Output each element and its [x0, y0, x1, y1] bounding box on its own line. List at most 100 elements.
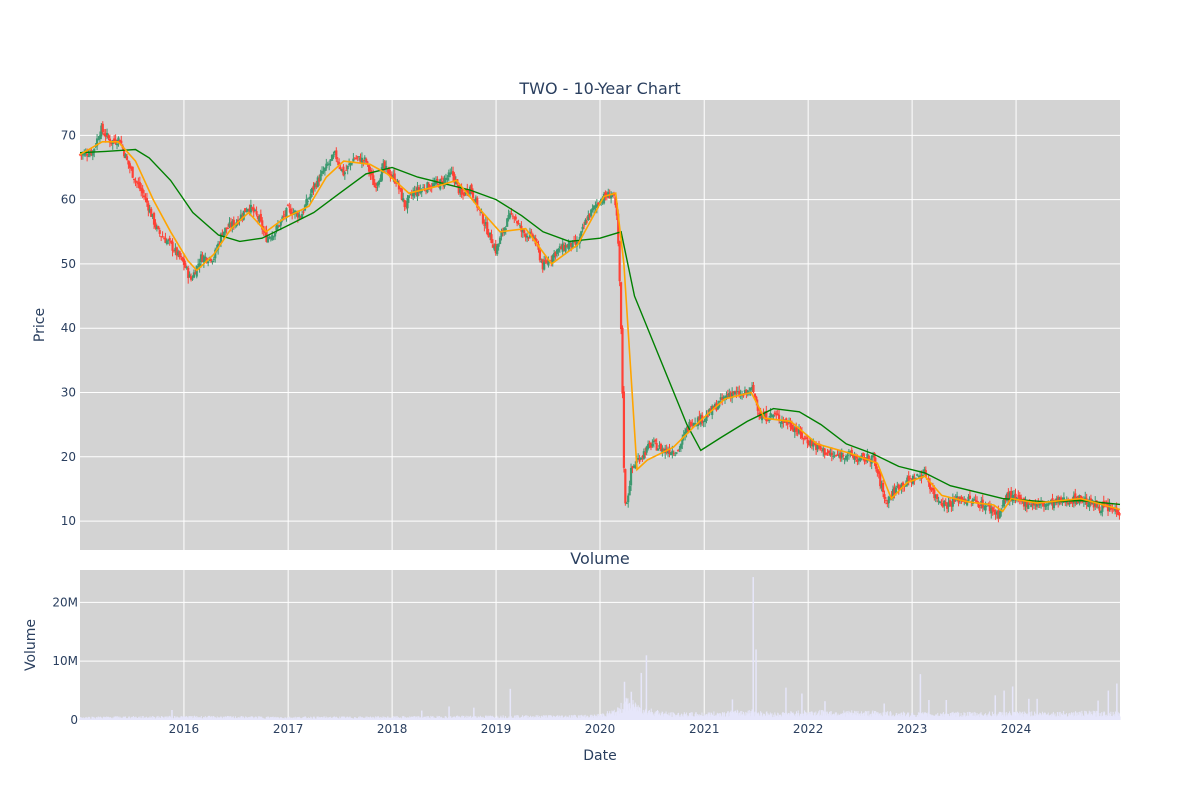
- volume-bar: [1045, 714, 1047, 720]
- volume-bar: [335, 716, 337, 720]
- candle-body: [525, 235, 529, 238]
- volume-bar: [465, 716, 467, 720]
- candle-body: [975, 500, 979, 503]
- volume-bar: [467, 715, 469, 720]
- candle-body: [330, 154, 334, 161]
- volume-bar: [678, 712, 680, 720]
- volume-bar: [463, 715, 465, 720]
- volume-bar: [639, 711, 641, 720]
- volume-bar: [510, 716, 512, 720]
- volume-bar: [217, 717, 219, 720]
- volume-bar: [912, 712, 914, 720]
- volume-bar: [492, 716, 494, 720]
- volume-bar: [1084, 710, 1086, 720]
- volume-bar: [1044, 713, 1046, 720]
- volume-bar: [954, 712, 956, 720]
- volume-bar: [528, 718, 530, 720]
- candle-body: [797, 428, 801, 434]
- volume-bar: [344, 718, 346, 720]
- volume-bar: [269, 717, 271, 720]
- volume-bar: [892, 714, 894, 720]
- candle-body: [454, 180, 458, 185]
- volume-bar: [603, 714, 605, 720]
- volume-bar: [635, 711, 637, 720]
- volume-bar: [577, 715, 579, 720]
- candle-body: [605, 195, 608, 198]
- candle-body: [276, 225, 280, 228]
- volume-bar: [1037, 715, 1039, 720]
- volume-bar: [693, 716, 695, 720]
- volume-bar: [545, 715, 547, 720]
- volume-bar: [326, 717, 328, 720]
- volume-bar: [842, 713, 844, 720]
- volume-bar: [839, 713, 841, 720]
- volume-bar: [1031, 711, 1033, 720]
- candle-body: [484, 222, 487, 225]
- volume-bar: [930, 714, 932, 720]
- volume-bar: [767, 713, 769, 720]
- volume-bar: [80, 717, 82, 720]
- candle-body: [1028, 503, 1031, 505]
- volume-bar: [413, 716, 415, 720]
- volume-bar: [627, 710, 629, 720]
- candle-body: [1062, 497, 1065, 502]
- volume-bar: [1092, 714, 1094, 720]
- volume-bar: [661, 713, 663, 720]
- volume-bar: [564, 716, 566, 720]
- volume-bar: [644, 710, 646, 720]
- volume-bar: [949, 713, 951, 720]
- volume-bar: [1026, 715, 1028, 720]
- volume-bar: [886, 713, 888, 720]
- volume-bar: [178, 717, 180, 720]
- volume-bar: [265, 716, 267, 720]
- candle-body: [342, 166, 345, 176]
- candle-body: [883, 494, 886, 499]
- volume-bar: [556, 715, 558, 720]
- volume-bar: [483, 718, 485, 720]
- volume-bar: [953, 712, 955, 720]
- volume-bar: [172, 718, 174, 720]
- volume-bar: [528, 716, 530, 720]
- volume-bar: [574, 717, 576, 720]
- volume-bar: [236, 717, 238, 720]
- candle-body: [793, 428, 796, 433]
- candle-body: [896, 486, 899, 487]
- volume-bar: [837, 715, 839, 720]
- volume-bar: [548, 716, 550, 720]
- volume-bar: [107, 716, 109, 720]
- volume-bar: [152, 718, 154, 720]
- volume-bar: [500, 718, 502, 720]
- volume-bar: [457, 716, 459, 720]
- volume-bar: [848, 714, 850, 720]
- volume-bar: [756, 714, 758, 720]
- candle-body: [1081, 501, 1084, 503]
- volume-bar: [1064, 714, 1066, 720]
- volume-bar: [962, 716, 964, 720]
- volume-bar: [622, 708, 624, 720]
- volume-bar: [470, 717, 472, 720]
- volume-bar: [400, 717, 402, 720]
- candle-body: [459, 189, 462, 193]
- volume-bar: [1061, 714, 1063, 720]
- volume-bar: [908, 716, 910, 720]
- candle-body: [450, 171, 453, 173]
- volume-bar: [1016, 713, 1018, 720]
- candle-body: [684, 431, 687, 436]
- candle-body: [483, 224, 486, 226]
- volume-bar: [208, 715, 210, 720]
- volume-bar: [333, 716, 335, 720]
- candle-body: [1048, 501, 1051, 504]
- volume-bar: [288, 718, 290, 720]
- volume-bar: [1104, 714, 1106, 720]
- volume-bar: [299, 717, 301, 720]
- volume-bar: [1067, 716, 1069, 720]
- volume-bar: [111, 718, 113, 720]
- volume-bar: [1113, 716, 1115, 720]
- volume-bar: [1007, 714, 1009, 720]
- candle-body: [900, 483, 903, 489]
- candle-body: [631, 466, 634, 468]
- candle-body: [816, 444, 819, 449]
- volume-bar: [205, 718, 207, 720]
- volume-bar: [364, 717, 366, 720]
- volume-bar: [297, 717, 299, 720]
